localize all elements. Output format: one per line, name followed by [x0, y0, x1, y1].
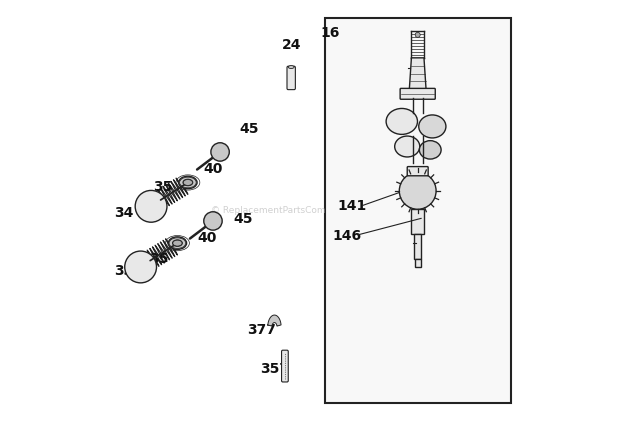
- FancyBboxPatch shape: [407, 167, 428, 176]
- Text: 24: 24: [281, 38, 301, 52]
- Ellipse shape: [288, 66, 294, 69]
- Ellipse shape: [168, 237, 187, 249]
- Text: 40: 40: [203, 162, 223, 176]
- FancyBboxPatch shape: [287, 66, 295, 90]
- Text: 141: 141: [337, 199, 366, 213]
- Circle shape: [204, 212, 222, 230]
- Text: 40: 40: [198, 231, 217, 245]
- Text: 35: 35: [149, 252, 168, 266]
- Text: © ReplacementPartsCom: © ReplacementPartsCom: [211, 206, 326, 215]
- Text: 146: 146: [332, 229, 361, 242]
- Circle shape: [399, 173, 436, 209]
- Text: 35: 35: [153, 181, 172, 195]
- Polygon shape: [414, 234, 422, 259]
- Text: 33: 33: [114, 264, 133, 278]
- Text: 34: 34: [114, 205, 133, 220]
- Polygon shape: [415, 259, 420, 267]
- Ellipse shape: [179, 176, 197, 189]
- Text: 45: 45: [239, 122, 259, 136]
- Circle shape: [211, 143, 229, 161]
- Text: 357: 357: [260, 362, 289, 376]
- Bar: [325, 18, 511, 403]
- Ellipse shape: [386, 109, 417, 134]
- Ellipse shape: [172, 240, 182, 246]
- Polygon shape: [412, 209, 424, 234]
- Text: 45: 45: [233, 212, 253, 226]
- Circle shape: [125, 251, 156, 283]
- Circle shape: [415, 32, 420, 37]
- Text: 377: 377: [247, 322, 277, 337]
- FancyBboxPatch shape: [400, 88, 435, 99]
- Text: 16: 16: [321, 26, 340, 40]
- Ellipse shape: [395, 136, 420, 157]
- FancyBboxPatch shape: [281, 350, 288, 382]
- Polygon shape: [409, 58, 426, 89]
- Ellipse shape: [419, 141, 441, 159]
- Circle shape: [135, 190, 167, 222]
- Ellipse shape: [418, 115, 446, 138]
- Polygon shape: [268, 315, 281, 326]
- Ellipse shape: [183, 179, 193, 186]
